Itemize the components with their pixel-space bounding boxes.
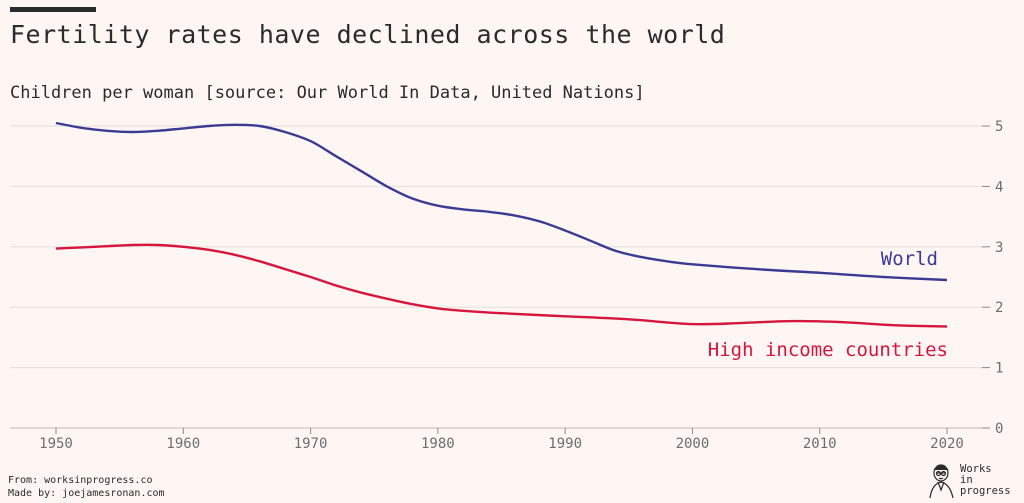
- footer-source: From: worksinprogress.co: [8, 475, 153, 486]
- logo-wordmark: Works in progress: [960, 464, 1011, 497]
- logo-line-1: Works: [960, 463, 992, 475]
- series-label-world: World: [881, 248, 938, 270]
- y-tick-label-3: 3: [995, 240, 1003, 256]
- x-tick-label-1970: 1970: [294, 436, 328, 452]
- chart-subtitle: Children per woman [source: Our World In…: [10, 83, 645, 103]
- y-tick-label-1: 1: [995, 361, 1003, 377]
- footer-credits: From: worksinprogress.co Made by: joejam…: [8, 474, 165, 500]
- y-tick-label-2: 2: [995, 300, 1003, 316]
- series-line-high-income: [55, 243, 948, 328]
- logo-line-2: in: [960, 474, 973, 486]
- x-tick-label-1950: 1950: [39, 436, 73, 452]
- x-tick-label-1960: 1960: [166, 436, 200, 452]
- chart-title: Fertility rates have declined across the…: [10, 20, 726, 49]
- series-line-world: [55, 121, 948, 282]
- works-in-progress-logo-icon: [929, 464, 954, 499]
- title-accent-bar: [10, 7, 96, 12]
- x-tick-label-1980: 1980: [421, 436, 455, 452]
- x-tick-label-2000: 2000: [676, 436, 710, 452]
- x-tick-label-2020: 2020: [930, 436, 964, 452]
- y-tick-label-5: 5: [995, 119, 1003, 135]
- gridlines: [10, 125, 982, 429]
- y-axis: 0 1 2 3 4 5: [982, 119, 1003, 437]
- logo-line-3: progress: [960, 485, 1011, 497]
- footer-author: Made by: joejamesronan.com: [8, 488, 165, 499]
- x-tick-label-1990: 1990: [548, 436, 582, 452]
- series-label-high-income: High income countries: [708, 339, 948, 361]
- x-axis: 1950 1960 1970 1980 1990 2000 2010 2020: [39, 428, 964, 452]
- series-labels: World High income countries: [708, 248, 948, 361]
- series-lines: [55, 121, 948, 328]
- y-tick-label-0: 0: [995, 421, 1003, 437]
- y-tick-label-4: 4: [995, 179, 1003, 195]
- x-tick-label-2010: 2010: [803, 436, 837, 452]
